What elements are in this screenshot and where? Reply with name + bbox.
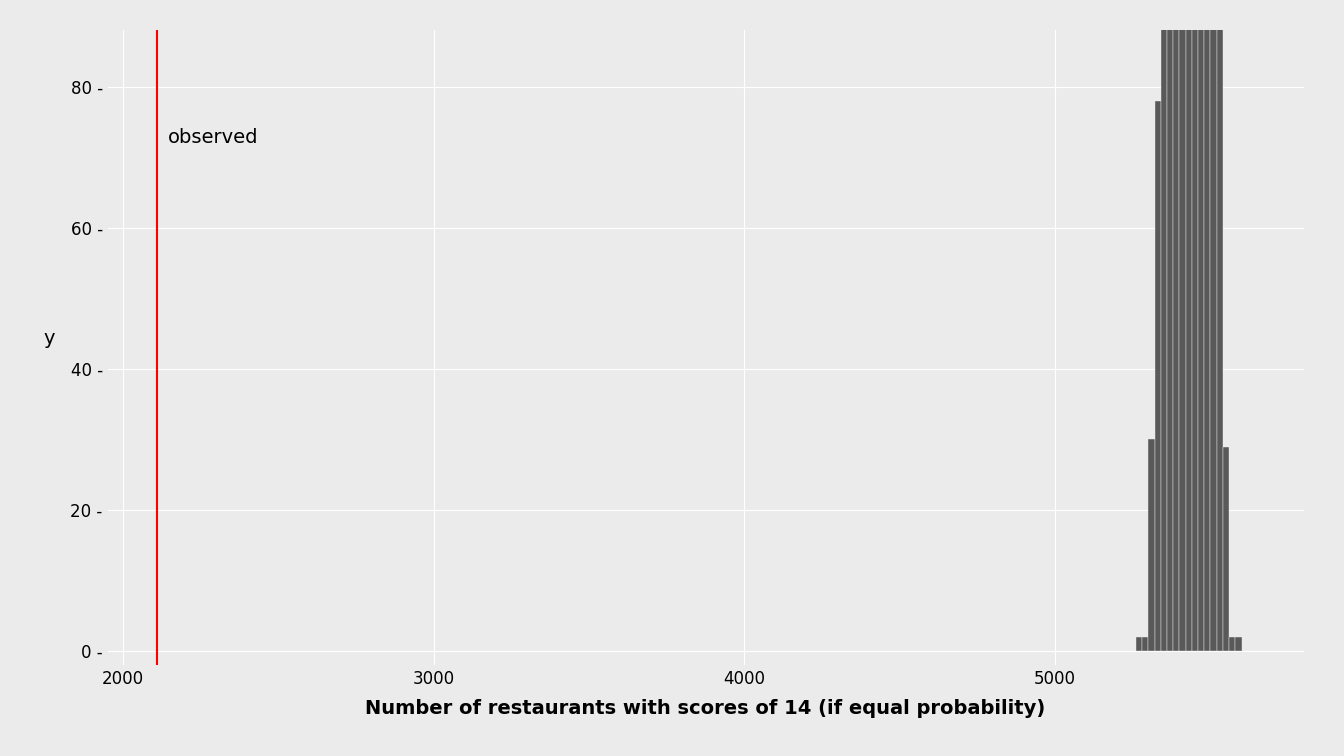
- Bar: [1148, 439, 1154, 651]
- Bar: [1198, 0, 1204, 651]
- Bar: [1167, 0, 1173, 651]
- Bar: [1136, 637, 1142, 651]
- X-axis label: Number of restaurants with scores of 14 (if equal probability): Number of restaurants with scores of 14 …: [366, 699, 1046, 718]
- Bar: [1185, 0, 1192, 651]
- Bar: [1230, 637, 1235, 651]
- Bar: [1223, 447, 1230, 651]
- Bar: [1154, 101, 1161, 651]
- Bar: [1235, 637, 1242, 651]
- Text: observed: observed: [168, 128, 258, 147]
- Bar: [1192, 0, 1198, 651]
- Bar: [1180, 0, 1185, 651]
- Bar: [1216, 16, 1223, 651]
- Bar: [1211, 0, 1216, 651]
- Y-axis label: y: y: [44, 329, 55, 348]
- Bar: [1142, 637, 1148, 651]
- Bar: [1204, 0, 1211, 651]
- Bar: [1161, 0, 1167, 651]
- Bar: [1173, 0, 1180, 651]
